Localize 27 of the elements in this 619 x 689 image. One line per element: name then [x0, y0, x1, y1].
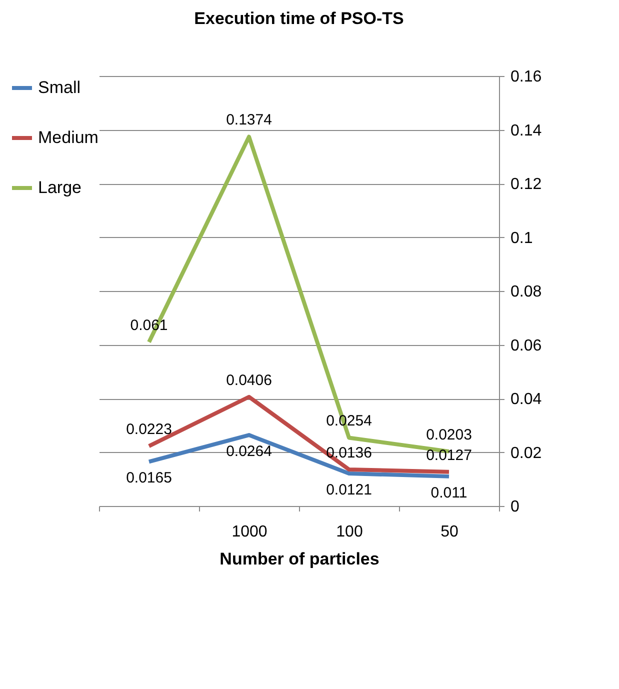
legend-label: Medium — [38, 128, 98, 147]
legend-label: Large — [38, 178, 82, 197]
chart-title: Execution time of PSO-TS — [194, 9, 404, 28]
legend-label: Small — [38, 78, 81, 97]
x-tick-label: 1000 — [232, 524, 268, 540]
x-tick-label: 100 — [336, 524, 363, 540]
data-label: 0.0127 — [426, 446, 472, 464]
data-label: 0.0121 — [326, 481, 372, 498]
data-label: 0.0136 — [326, 444, 372, 462]
x-tick-label: 50 — [440, 524, 458, 540]
data-label: 0.0165 — [126, 470, 172, 487]
data-label: 0.0406 — [226, 372, 272, 389]
data-label: 0.0203 — [426, 426, 472, 444]
data-label: 0.0264 — [226, 443, 272, 460]
data-label: 0.0223 — [126, 421, 172, 438]
data-label: 0.011 — [430, 484, 468, 502]
y-tick-label: 0.12 — [510, 176, 542, 193]
data-label: 0.1374 — [226, 112, 272, 129]
y-tick-label: 0.1 — [510, 230, 533, 247]
y-tick-label: 0.14 — [510, 122, 542, 140]
x-axis-title: Number of particles — [220, 550, 380, 568]
y-tick-label: 0.02 — [510, 444, 542, 462]
y-tick-label: 0.08 — [510, 284, 542, 300]
y-tick-label: 0.16 — [510, 68, 542, 86]
y-tick-label: 0.06 — [510, 337, 542, 354]
y-tick-label: 0 — [510, 498, 520, 516]
y-tick-label: 0.04 — [510, 391, 542, 408]
